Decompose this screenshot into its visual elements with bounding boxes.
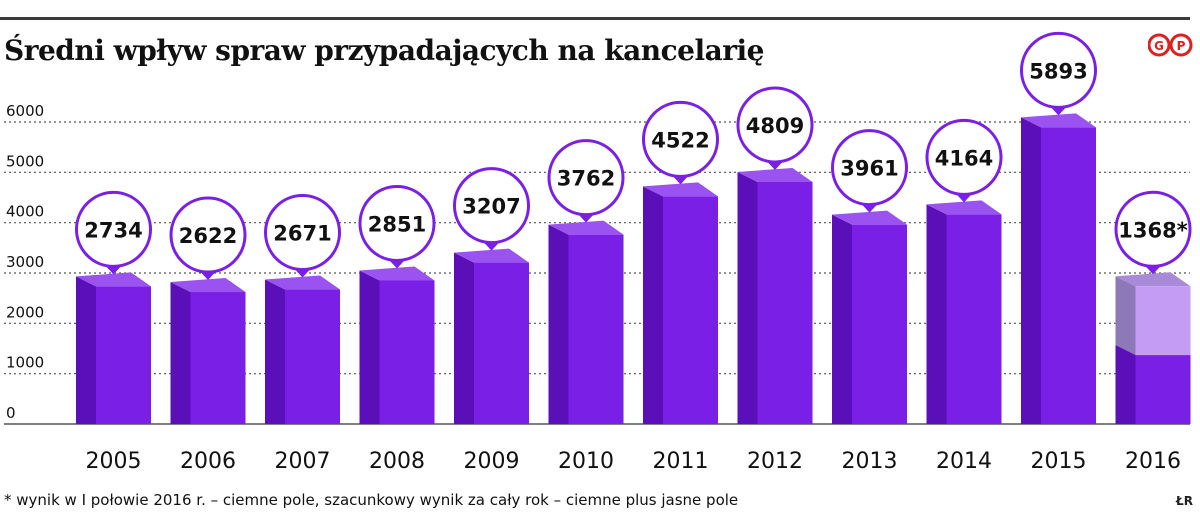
bar-side [926,204,947,424]
bar-top [548,220,624,235]
bar [568,234,624,424]
bar-side [454,252,474,424]
x-tick-label: 2005 [86,449,142,474]
bar [190,292,246,424]
bar-side [265,279,285,424]
bar-side [737,171,758,424]
x-tick-label: 2016 [1125,449,1181,474]
value-marker [547,139,625,217]
y-tick-label: 5000 [6,152,44,170]
top-rule [0,17,1190,20]
bar-top [737,167,813,182]
bar-side [548,224,569,424]
y-tick-label: 2000 [6,303,44,321]
value-label: 4809 [746,114,804,138]
bar-side [76,276,96,424]
bar-top [643,182,718,197]
value-label: 1368* [1118,218,1187,242]
value-label: 2671 [273,222,331,246]
bar [663,196,718,424]
svg-text:G: G [1154,39,1164,53]
y-tick-label: 1000 [6,354,44,372]
bar-side [832,214,852,424]
y-tick-label: 0 [6,404,16,422]
bar [285,289,340,424]
value-marker [736,86,814,164]
value-marker [1020,31,1097,109]
value-label: 4522 [651,128,709,152]
x-tick-label: 2010 [558,449,614,474]
bar [474,262,529,424]
bar [946,214,1002,424]
value-label: 5893 [1029,59,1087,83]
value-label: 3961 [840,157,898,181]
bar-side [1021,117,1041,424]
value-marker [1114,190,1192,268]
x-tick-label: 2012 [747,449,803,474]
bar [757,181,813,424]
x-tick-label: 2014 [936,449,992,474]
x-tick-label: 2013 [842,449,898,474]
bar-top [170,278,246,293]
value-label: 2851 [368,212,426,236]
value-label: 3207 [462,195,520,219]
value-marker [642,100,719,178]
bar-top [926,200,1002,215]
bar-side [170,282,191,424]
publisher-logo-icon: G P [1148,33,1193,57]
bar-side [1115,345,1136,424]
value-marker [169,196,247,274]
value-label: 2734 [84,218,142,242]
value-marker [264,194,341,272]
x-tick-label: 2009 [464,449,520,474]
bar [1041,127,1096,424]
value-label: 3762 [557,167,615,191]
bar-top [76,272,151,287]
bar [96,286,151,424]
bar-top [265,275,340,290]
bar [1135,355,1191,424]
x-tick-label: 2006 [180,449,236,474]
author-credit: ŁR [1176,494,1193,508]
estimate-bar-top [1115,272,1191,287]
bar-top [359,266,435,281]
x-tick-label: 2008 [369,449,425,474]
value-marker [75,190,152,268]
x-tick-label: 2015 [1031,449,1087,474]
value-marker [925,118,1003,196]
value-label: 4164 [935,146,993,170]
bar [852,224,907,424]
y-tick-label: 4000 [6,203,44,221]
bar-top [832,210,907,225]
value-label: 2622 [179,224,237,248]
value-marker [358,184,436,262]
svg-text:P: P [1177,39,1186,53]
y-tick-label: 3000 [6,253,44,271]
y-tick-label: 6000 [6,102,44,120]
x-tick-label: 2011 [653,449,709,474]
bar-top [454,248,529,263]
value-marker [453,167,530,245]
chart-title: Średni wpływ spraw przypadających na kan… [4,34,764,67]
value-marker [831,129,908,207]
footnote: * wynik w I połowie 2016 r. – ciemne pol… [4,491,739,509]
bar-top [1021,113,1096,128]
bar-side [359,270,380,424]
bar-side [643,186,663,424]
x-tick-label: 2007 [275,449,331,474]
bar [379,280,435,424]
